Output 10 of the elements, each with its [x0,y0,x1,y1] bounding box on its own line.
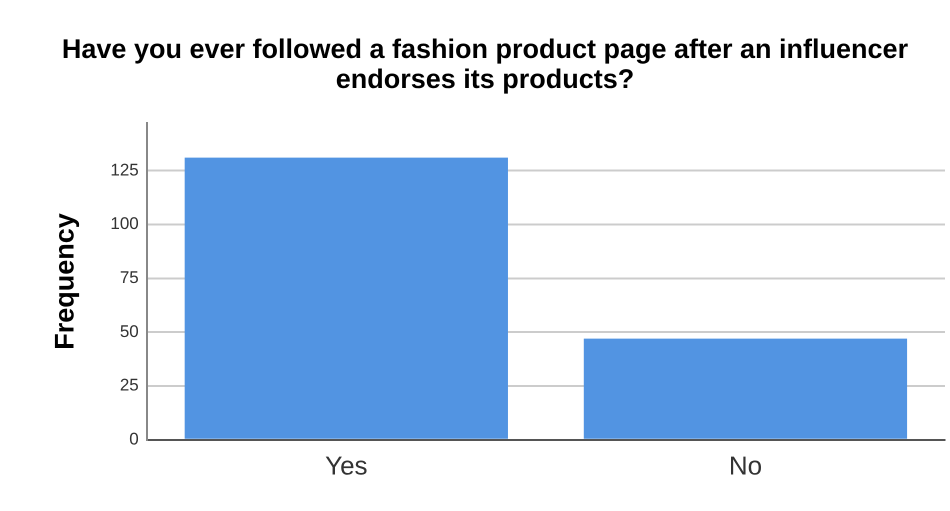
y-tick-label: 125 [110,160,139,180]
y-tick-label: 50 [120,322,139,341]
y-tick-label: 0 [129,429,139,448]
y-axis-title: Frequency [50,213,80,350]
chart-title: Have you ever followed a fashion product page after an influencer endorses its products? [60,34,910,94]
y-tick-label: 75 [120,268,139,287]
x-tick-label: Yes [325,450,368,481]
y-tick-label: 25 [120,376,139,395]
y-tick-label: 100 [110,214,139,234]
x-tick-label: No [728,450,762,481]
